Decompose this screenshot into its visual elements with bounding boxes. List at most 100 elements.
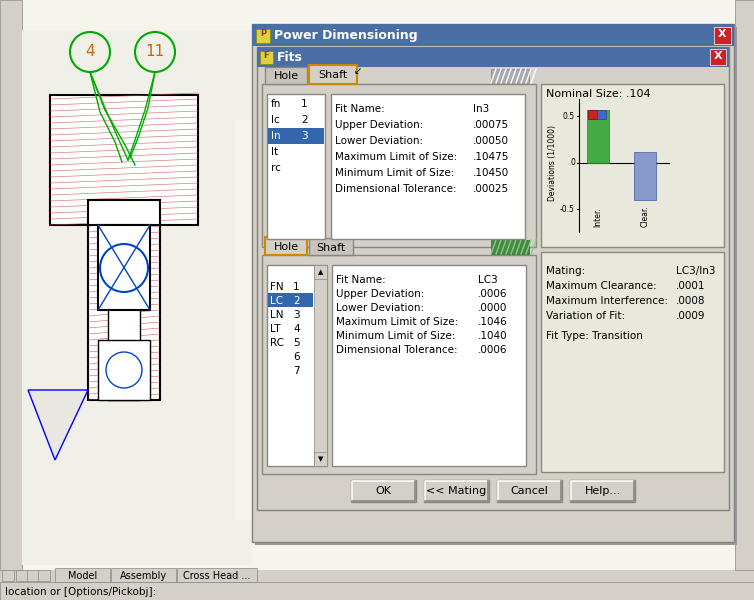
Text: .00075: .00075 <box>473 120 509 130</box>
Text: 6: 6 <box>293 352 299 362</box>
Text: .10450: .10450 <box>473 168 509 178</box>
Bar <box>332 265 526 466</box>
Bar <box>309 65 357 84</box>
Text: 0.5: 0.5 <box>563 112 575 121</box>
Text: Fits: Fits <box>277 51 303 64</box>
Bar <box>587 110 609 163</box>
Text: Maximum Clearance:: Maximum Clearance: <box>546 281 657 291</box>
Text: ▼: ▼ <box>318 456 323 462</box>
Text: 1: 1 <box>293 282 299 292</box>
Text: Upper Deviation:: Upper Deviation: <box>336 289 425 299</box>
Bar <box>257 47 729 67</box>
Text: .00050: .00050 <box>473 136 509 146</box>
Text: .0001: .0001 <box>676 281 706 291</box>
Text: Minimum Limit of Size:: Minimum Limit of Size: <box>335 168 455 178</box>
Bar <box>0 570 754 600</box>
Text: Assembly: Assembly <box>120 571 167 581</box>
Bar <box>714 27 731 44</box>
Text: ln3: ln3 <box>473 104 489 114</box>
Bar <box>265 237 307 255</box>
Bar <box>309 238 353 255</box>
Bar <box>314 452 327 466</box>
Text: Lower Deviation:: Lower Deviation: <box>336 303 424 313</box>
Text: Shaft: Shaft <box>318 70 348 80</box>
Bar <box>491 240 529 254</box>
Bar <box>177 568 257 582</box>
Bar <box>314 265 327 279</box>
Text: location or [Options/Pickobj]:: location or [Options/Pickobj]: <box>5 587 156 597</box>
Text: -0.5: -0.5 <box>560 205 575 214</box>
Text: ↙: ↙ <box>354 66 362 76</box>
Bar <box>267 265 327 466</box>
Polygon shape <box>28 390 88 460</box>
Bar <box>98 340 150 400</box>
Text: LC3/ln3: LC3/ln3 <box>676 266 716 276</box>
Text: Upper Deviation:: Upper Deviation: <box>335 120 424 130</box>
Bar <box>2 570 14 581</box>
Bar <box>424 480 489 502</box>
Text: << Mating: << Mating <box>426 486 486 496</box>
Text: Inter.: Inter. <box>593 207 602 227</box>
Bar <box>98 225 150 310</box>
Text: .0009: .0009 <box>676 311 706 321</box>
Text: Maximum Limit of Size:: Maximum Limit of Size: <box>335 152 457 162</box>
Text: 1: 1 <box>301 99 308 109</box>
Text: rc: rc <box>271 163 281 173</box>
Bar <box>256 29 270 43</box>
Text: OK: OK <box>375 486 391 496</box>
Text: P: P <box>260 29 266 38</box>
Text: LC3: LC3 <box>478 275 498 285</box>
Text: Variation of Fit:: Variation of Fit: <box>546 311 625 321</box>
Text: 4: 4 <box>293 324 299 334</box>
Text: Dimensional Tolerance:: Dimensional Tolerance: <box>335 184 457 194</box>
Bar <box>27 570 39 581</box>
Text: fn: fn <box>271 99 281 109</box>
Text: LT: LT <box>270 324 280 334</box>
Bar <box>290 293 311 307</box>
Text: .0006: .0006 <box>478 289 507 299</box>
Text: Model: Model <box>68 571 97 581</box>
Text: Help...: Help... <box>584 486 621 496</box>
Bar <box>491 69 529 83</box>
Bar <box>267 94 325 239</box>
Text: lc: lc <box>271 115 280 125</box>
Bar <box>541 84 724 247</box>
Text: Minimum Limit of Size:: Minimum Limit of Size: <box>336 331 455 341</box>
Bar <box>597 110 606 119</box>
Text: .00025: .00025 <box>473 184 509 194</box>
Bar <box>235 120 485 520</box>
Bar <box>0 582 754 600</box>
Bar <box>255 27 737 545</box>
Text: .1040: .1040 <box>478 331 507 341</box>
Bar <box>38 570 50 581</box>
Text: 2: 2 <box>301 115 308 125</box>
Bar <box>497 480 562 502</box>
Text: F: F <box>263 52 269 61</box>
Bar <box>88 220 160 400</box>
Text: 7: 7 <box>293 366 299 376</box>
Text: LN: LN <box>270 310 284 320</box>
Text: Maximum Limit of Size:: Maximum Limit of Size: <box>336 317 458 327</box>
Text: Fit Name:: Fit Name: <box>336 275 386 285</box>
Text: .104  lc3: .104 lc3 <box>322 82 367 92</box>
Text: ▲: ▲ <box>318 269 323 275</box>
Text: Dimensional Tolerance:: Dimensional Tolerance: <box>336 345 458 355</box>
Text: Fit Name:: Fit Name: <box>335 104 385 114</box>
Bar <box>634 152 656 200</box>
Bar <box>710 49 726 65</box>
Text: ln: ln <box>271 131 280 141</box>
Text: X: X <box>714 51 722 61</box>
Bar <box>735 0 754 570</box>
Text: 2: 2 <box>293 296 299 306</box>
Bar <box>88 200 160 225</box>
Text: Maximum Interference:: Maximum Interference: <box>546 296 668 306</box>
Text: Cross Head ...: Cross Head ... <box>183 571 250 581</box>
Text: 11: 11 <box>146 44 164 59</box>
Text: Nominal Size: .104: Nominal Size: .104 <box>546 89 651 99</box>
Text: 4: 4 <box>85 44 95 59</box>
Text: Hole: Hole <box>274 242 299 252</box>
Text: .1046: .1046 <box>478 317 507 327</box>
Bar <box>351 480 416 502</box>
Bar <box>257 47 729 510</box>
Bar <box>16 570 28 581</box>
